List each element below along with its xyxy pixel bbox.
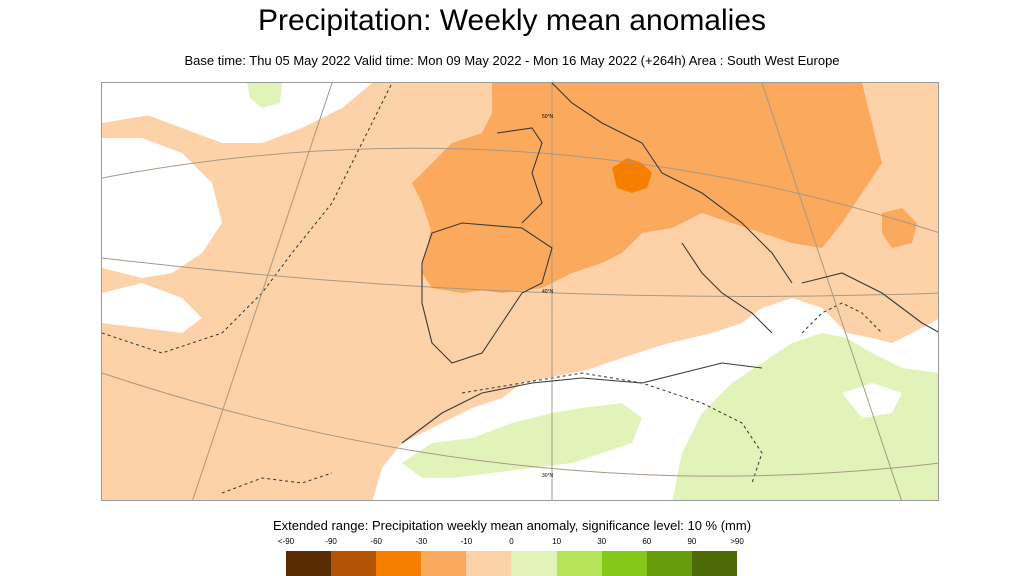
anomaly-area-orange-iberia-north: [422, 223, 562, 293]
anomaly-area-dark-orange-alps: [612, 158, 652, 193]
legend-tick-label: >90: [730, 537, 744, 546]
graticule-label-30n: 30°N: [542, 473, 554, 479]
legend-tick-label: -30: [415, 537, 428, 546]
legend-tick-label: -10: [460, 537, 473, 546]
legend-swatch: [466, 551, 512, 576]
graticule-label-50n: 50°N: [542, 114, 554, 120]
legend-tick-label: 30: [597, 537, 607, 546]
legend-tick-label: -60: [370, 537, 382, 546]
legend-swatch: [691, 551, 737, 576]
white-area-atlantic-nw: [102, 83, 372, 143]
legend-swatch: [646, 551, 692, 576]
legend-swatch: [511, 551, 557, 576]
legend-tick-label: 60: [642, 537, 652, 546]
legend-tick-label: 10: [552, 537, 562, 546]
coastlines: [401, 83, 938, 444]
legend-swatch: [601, 551, 647, 576]
legend-swatch: [421, 551, 467, 576]
anomaly-area-green-north: [247, 83, 282, 108]
page-title: Precipitation: Weekly mean anomalies: [257, 4, 767, 37]
legend-swatch: [376, 551, 422, 576]
anomaly-area-green-africa: [672, 333, 938, 500]
legend-swatch: [331, 551, 377, 576]
legend-tick-label: <-90: [277, 537, 295, 546]
significance-contours: [102, 83, 883, 494]
graticule: [102, 83, 938, 500]
legend-tick-label: 90: [687, 537, 697, 546]
legend-tick-labels: <-90 -90 -60 -30 -10 0 10 30 60 90 >90: [0, 537, 1024, 549]
white-area-atlantic-sw: [102, 283, 202, 333]
legend-tick-label: -90: [325, 537, 337, 546]
anomaly-area-green-morocco: [402, 403, 642, 478]
legend-swatch: [556, 551, 602, 576]
legend-tick-label: 0: [509, 537, 514, 546]
legend-swatch: [286, 551, 332, 576]
white-area-sahara-east: [842, 383, 902, 418]
legend-color-bar: [286, 551, 737, 576]
legend-title: Extended range: Precipitation weekly mea…: [272, 518, 752, 533]
graticule-label-40n: 40°N: [542, 289, 554, 295]
page-subtitle: Base time: Thu 05 May 2022 Valid time: M…: [184, 53, 840, 68]
anomaly-map: 50°N 40°N 30°N: [101, 82, 939, 501]
